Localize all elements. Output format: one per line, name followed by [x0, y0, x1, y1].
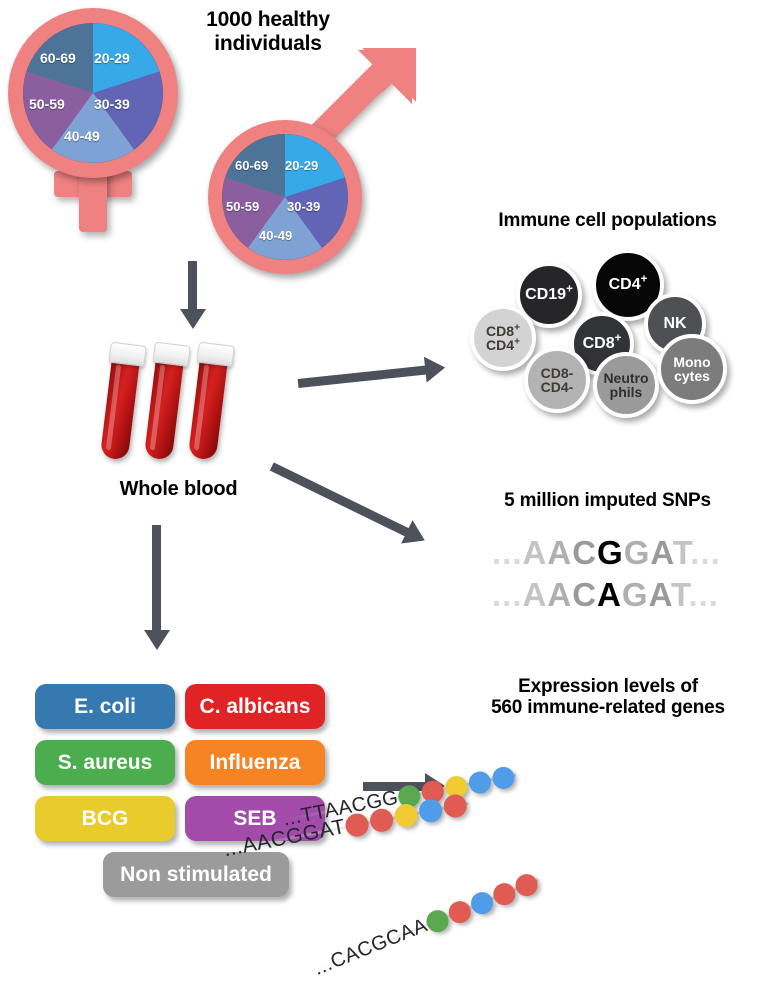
expression-title-line2: 560 immune-related genes [491, 697, 725, 719]
strand-bead [343, 811, 371, 839]
male-pie-label-30-39: 30-39 [287, 199, 321, 214]
female-pie-label-50-59: 50-59 [29, 96, 65, 112]
female-pie-label-20-29: 20-29 [94, 50, 130, 66]
snps-title: 5 million imputed SNPs [504, 490, 711, 511]
immune-cell-label: Mono cytes [673, 353, 711, 384]
strand-sequence: ...CACGCAA [310, 914, 431, 980]
blood-tube-gloss [193, 364, 210, 451]
strand-bead [392, 801, 420, 829]
male-pie-label-40-49: 40-49 [259, 228, 293, 243]
blood-tube-gloss [149, 364, 166, 451]
arrow-shaft [297, 364, 428, 388]
arrow-head [144, 630, 170, 650]
snp-sequence-row: ...AACGGAT... [492, 534, 721, 571]
snp-variant-letter: G [597, 534, 624, 571]
immune-cell-monocytes[interactable]: Mono cytes [657, 334, 727, 404]
cohort-title-line2: individuals [214, 31, 322, 55]
stimulus-label: Influenza [209, 750, 301, 774]
immune-cell-cd8-pos-cd4-pos[interactable]: CD8+ CD4+ [470, 305, 536, 371]
female-pie-label-40-49: 40-49 [64, 128, 100, 144]
arrow-shaft [270, 461, 411, 537]
immune-cell-label: Neutro phils [603, 369, 649, 400]
stimulus-label: E. coli [74, 694, 136, 718]
immune-cell-label: CD8- CD4- [540, 364, 574, 395]
arrow-blood-to-snps [266, 454, 431, 553]
arrow-head [401, 520, 431, 553]
blood-tubes [99, 338, 248, 478]
arrow-blood-to-immune [297, 354, 447, 396]
strand-bead [441, 792, 469, 820]
expression-title-line1: Expression levels of [518, 676, 698, 697]
expression-strand: ...CACGCAA [311, 869, 543, 980]
strand-bead [489, 879, 519, 909]
male-pie-label-60-69: 60-69 [235, 158, 269, 173]
blood-tube-body [143, 349, 185, 461]
strand-bead [511, 870, 541, 900]
immune-cell-label: CD4+ [608, 273, 648, 293]
cohort-title-line1: 1000 healthy [206, 8, 330, 31]
figure-canvas: 1000 healthy individuals 20-29 30-39 40-… [8, 8, 764, 980]
immune-cell-label: CD19+ [525, 283, 573, 303]
stimulus-c-albicans[interactable]: C. albicans [185, 684, 325, 729]
stimulus-s-aureus[interactable]: S. aureus [35, 740, 175, 785]
blood-tube-body [187, 349, 229, 461]
stimulus-label: SEB [233, 806, 277, 830]
cohort-title: 1000 healthy individuals [168, 8, 368, 55]
female-pie-label-30-39: 30-39 [94, 96, 130, 112]
female-age-pie-slices [23, 23, 163, 163]
stimulus-label: BCG [81, 806, 129, 830]
immune-cell-label: CD8+ [582, 332, 622, 352]
arrow-head [423, 354, 447, 383]
strand-bead [416, 796, 444, 824]
arrow-head [180, 309, 206, 329]
male-pie-label-20-29: 20-29 [285, 158, 319, 173]
blood-tube-body [99, 349, 141, 461]
blood-tube-gloss [105, 364, 122, 451]
stimulus-influenza[interactable]: Influenza [185, 740, 325, 785]
arrow-cohort-to-blood [180, 261, 206, 329]
snp-sequence-row: ...AACAGAT... [492, 576, 719, 613]
arrow-blood-to-stimuli [144, 525, 170, 650]
immune-cell-cd8-neg-cd4-neg[interactable]: CD8- CD4- [524, 347, 590, 413]
blood-tube-cap [196, 341, 235, 367]
immune-cell-neutrophils[interactable]: Neutro phils [593, 352, 659, 418]
female-pie-label-60-69: 60-69 [40, 50, 76, 66]
strand-bead [467, 888, 496, 918]
stimulus-label: Non stimulated [120, 862, 272, 886]
expression-title: Expression levels of 560 immune-related … [452, 676, 764, 719]
strand-bead [466, 769, 493, 795]
female-age-pie [23, 23, 163, 163]
male-age-pie-slices [222, 134, 348, 260]
strand-bead [490, 764, 517, 791]
arrow-shaft [188, 261, 198, 311]
blood-tube-cap [152, 341, 191, 367]
stimulus-bcg[interactable]: BCG [35, 796, 175, 841]
male-pie-label-50-59: 50-59 [226, 199, 260, 214]
strand-beads [422, 870, 543, 936]
male-age-pie [222, 134, 348, 260]
strand-bead [367, 806, 395, 834]
blood-tube-cap [108, 341, 147, 367]
stimulus-label: S. aureus [57, 750, 153, 774]
arrow-shaft [152, 525, 162, 632]
immune-cell-cd19-positive[interactable]: CD19+ [516, 262, 582, 328]
snp-variant-letter: A [597, 576, 622, 613]
immune-cell-label: CD8+ CD4+ [486, 322, 520, 353]
arrow-shaft [363, 781, 427, 791]
stimulus-label: C. albicans [199, 694, 311, 718]
immune-cell-label: NK [663, 314, 687, 332]
immune-populations-title: Immune cell populations [498, 210, 717, 231]
stimulus-non-stimulated[interactable]: Non stimulated [103, 852, 289, 897]
stimulus-e-coli[interactable]: E. coli [35, 684, 175, 729]
whole-blood-label: Whole blood [119, 478, 238, 500]
